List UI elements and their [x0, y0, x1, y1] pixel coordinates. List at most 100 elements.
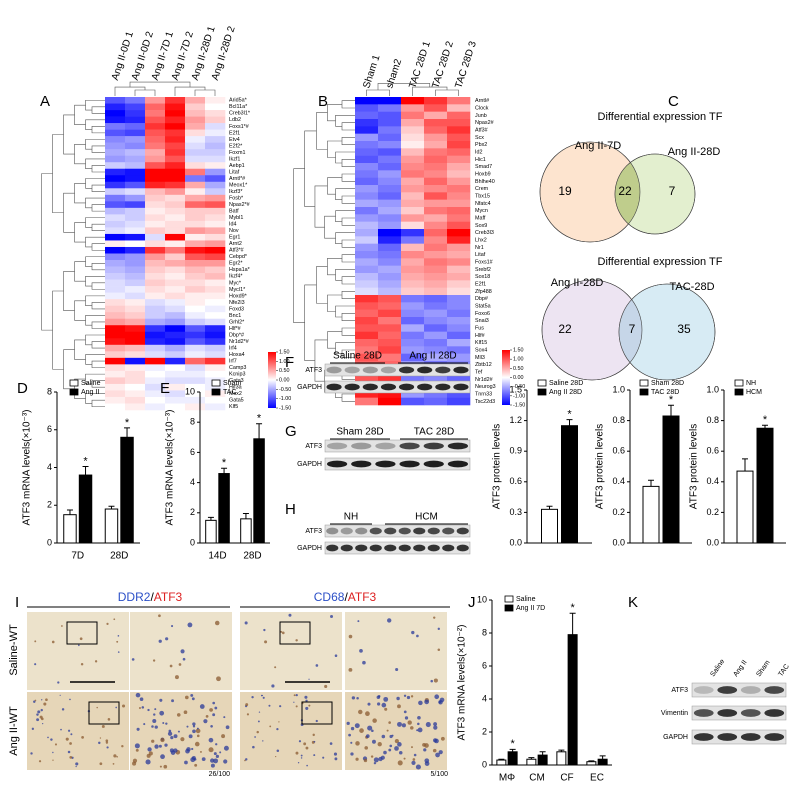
blot-band	[423, 460, 444, 468]
heat-cell	[447, 133, 471, 142]
heat-cell	[165, 344, 186, 352]
cell-stain	[438, 750, 443, 755]
row-title: Ang II-WT	[8, 706, 20, 756]
blot-band	[740, 709, 761, 717]
blot-band	[398, 527, 411, 535]
cell-stain	[407, 720, 412, 725]
cell-stain	[257, 720, 260, 723]
dendrogram	[74, 222, 86, 243]
heat-cell	[125, 155, 146, 163]
heat-cell	[355, 331, 379, 340]
stain-target: ATF3	[154, 590, 183, 604]
heat-cell	[125, 207, 146, 215]
heat-cell	[185, 370, 206, 378]
heat-cell	[185, 331, 206, 339]
heat-cell	[185, 396, 206, 404]
cell-stain	[201, 757, 206, 762]
heat-cell	[105, 260, 126, 267]
cell-stain	[377, 694, 381, 698]
heat-cell	[355, 353, 379, 362]
cell-stain	[190, 693, 194, 697]
dendrogram	[335, 115, 355, 127]
y-tick-label: 0.0	[706, 537, 719, 547]
row-label: Dbp#	[475, 296, 488, 302]
cell-stain	[194, 741, 200, 747]
heat-cell	[145, 377, 166, 385]
row-label: Creb3l1*	[229, 111, 251, 117]
heat-cell	[205, 403, 226, 411]
heat-cell	[401, 302, 425, 310]
cell-stain	[308, 678, 310, 680]
cell-stain	[192, 725, 196, 728]
heat-cell	[205, 162, 226, 170]
cell-stain	[116, 640, 119, 643]
error-bar	[207, 516, 214, 521]
dendrogram	[335, 305, 355, 318]
row-label: Meox1*	[229, 182, 248, 188]
row-label: Myc*	[229, 280, 242, 286]
cell-stain	[434, 694, 440, 700]
cell-stain	[312, 733, 315, 737]
heat-cell	[447, 192, 471, 200]
bar	[642, 485, 660, 544]
x-tick-label: CF	[560, 773, 573, 784]
significance: *	[570, 602, 575, 614]
heat-cell	[401, 229, 425, 237]
heat-cell	[205, 253, 226, 261]
cell-stain	[389, 734, 393, 739]
heat-cell	[145, 299, 166, 306]
cell-stain	[322, 756, 325, 759]
heat-cell	[401, 104, 425, 112]
cell-stain	[80, 663, 84, 666]
heat-cell	[165, 97, 186, 104]
error-bar	[648, 479, 654, 487]
heat-cell	[145, 175, 166, 183]
cell-stain	[101, 724, 105, 728]
cell-stain	[384, 707, 388, 711]
cell-stain	[288, 613, 292, 617]
cell-stain	[213, 758, 219, 764]
heat-cell	[125, 97, 146, 104]
heat-cell	[401, 185, 425, 193]
panel-letter: D	[17, 380, 28, 397]
cell-stain	[329, 742, 333, 745]
legend-swatch	[211, 379, 221, 387]
row-label: Hoxb9	[475, 171, 491, 177]
heat-cell	[378, 185, 402, 193]
heat-cell	[105, 279, 126, 287]
heat-cell	[378, 163, 402, 171]
cell-stain	[115, 706, 118, 709]
panel-letter: K	[628, 594, 638, 611]
heat-cell	[145, 292, 166, 300]
heat-cell	[447, 397, 471, 406]
heat-cell	[185, 260, 206, 267]
heat-cell	[125, 233, 146, 241]
heat-cell	[378, 390, 402, 398]
heat-cell	[447, 207, 471, 215]
heat-cell	[125, 273, 146, 280]
column-label: sham2	[384, 57, 404, 89]
row-label: Nr1d2*#	[229, 339, 249, 345]
row-label: Litaf	[229, 169, 240, 175]
cell-stain	[30, 752, 33, 755]
cell-stain	[107, 718, 111, 721]
cell-stain	[359, 648, 363, 653]
heat-cell	[165, 331, 186, 339]
cell-stain	[75, 762, 79, 766]
dendrogram	[327, 177, 342, 195]
heat-cell	[185, 155, 206, 163]
heat-cell	[185, 214, 206, 222]
heat-cell	[378, 317, 402, 325]
cell-stain	[437, 627, 440, 630]
cell-stain	[43, 702, 47, 706]
heat-cell	[165, 260, 186, 267]
heat-cell	[105, 312, 126, 320]
cell-stain	[404, 716, 409, 720]
y-tick-label: 1.0	[706, 384, 719, 394]
blot-band	[340, 527, 353, 535]
dendrogram	[91, 145, 105, 153]
cell-stain	[383, 750, 387, 755]
cell-stain	[51, 640, 55, 644]
legend-swatch	[504, 595, 514, 603]
heat-cell	[105, 396, 126, 404]
